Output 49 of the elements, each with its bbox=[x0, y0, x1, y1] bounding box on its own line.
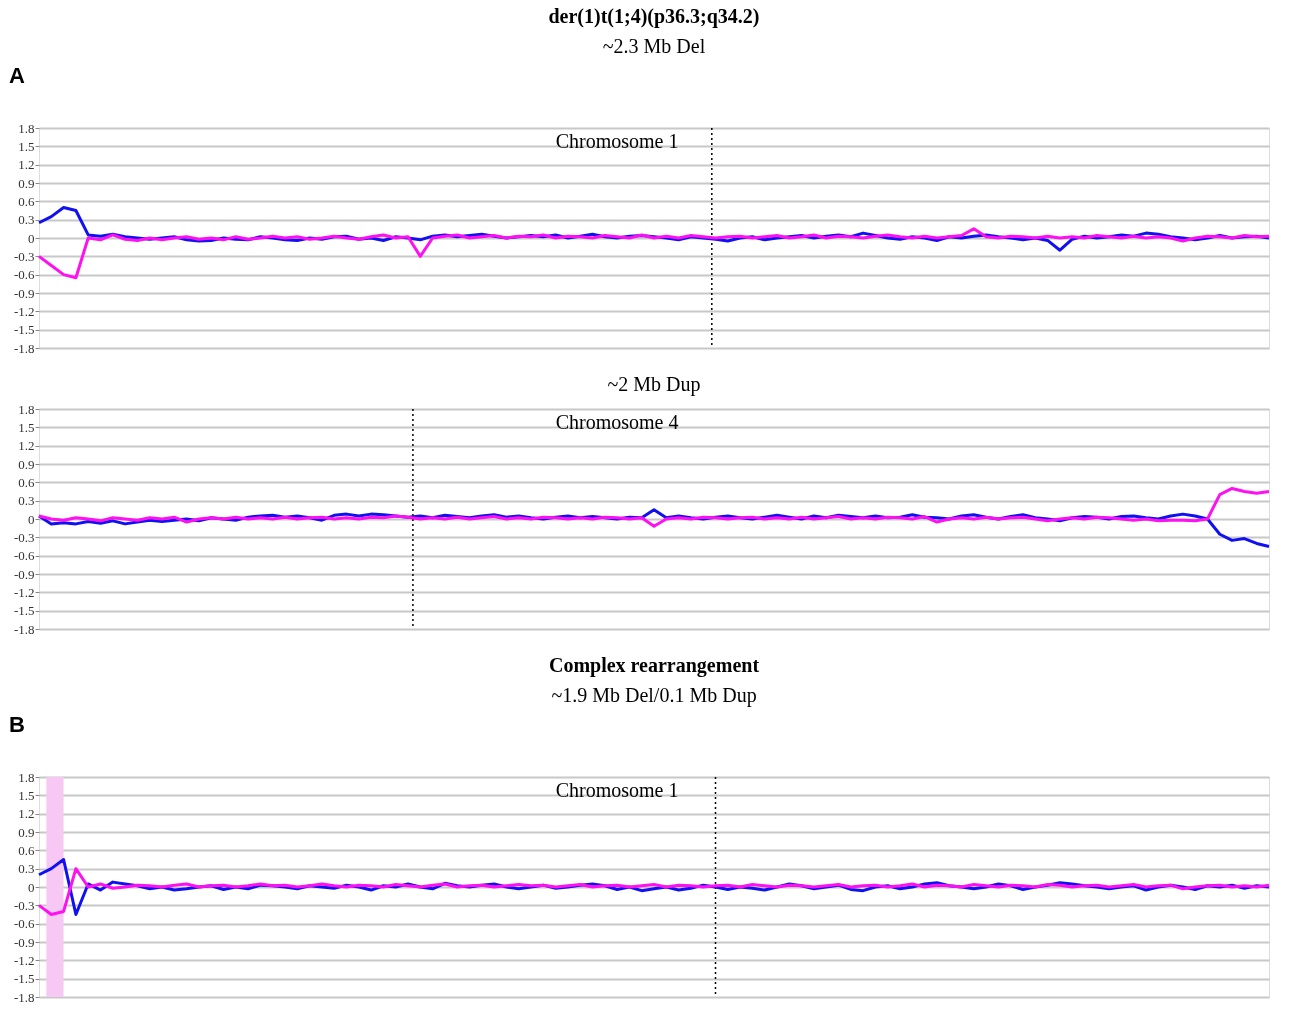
y-tick-label: -0.9 bbox=[13, 285, 35, 301]
y-tick-label: -0.6 bbox=[13, 267, 35, 283]
y-tick-label: 0.3 bbox=[18, 493, 35, 509]
y-tick-label: 1.5 bbox=[18, 787, 35, 803]
y-tick-label: 1.8 bbox=[18, 120, 35, 136]
y-tick-label: 1.2 bbox=[18, 806, 35, 822]
chart-title: ~2 Mb Dup bbox=[607, 373, 701, 396]
annotation: Chromosome 4 bbox=[555, 411, 679, 433]
annotation: Chromosome 1 bbox=[555, 130, 679, 152]
y-tick-label: -1.5 bbox=[13, 603, 35, 619]
y-tick-label: 0 bbox=[28, 879, 35, 895]
y-tick-label: 0.6 bbox=[18, 193, 35, 209]
y-tick-label: 0.6 bbox=[18, 842, 35, 858]
chart-subtitle: ~2.3 Mb Del bbox=[602, 35, 706, 57]
y-tick-label: 0.9 bbox=[18, 824, 35, 840]
y-tick-label: -0.6 bbox=[13, 548, 35, 564]
y-tick-label: 0.9 bbox=[18, 175, 35, 191]
y-tick-label: -1.8 bbox=[13, 621, 35, 637]
text: A bbox=[9, 63, 25, 88]
y-tick-label: -1.8 bbox=[13, 989, 35, 1005]
y-tick-label: 1.2 bbox=[18, 438, 35, 454]
y-tick-label: 0 bbox=[28, 511, 35, 527]
y-tick-label: 0.3 bbox=[18, 861, 35, 877]
y-tick-label: 1.8 bbox=[18, 769, 35, 785]
y-tick-label: -0.3 bbox=[13, 529, 35, 545]
y-tick-label: -1.8 bbox=[13, 340, 35, 356]
y-tick-label: -1.2 bbox=[13, 952, 35, 968]
y-tick-label: -0.9 bbox=[13, 566, 35, 582]
y-tick-label: 0.3 bbox=[18, 212, 35, 228]
y-tick-label: -1.2 bbox=[13, 303, 35, 319]
y-tick-label: -0.6 bbox=[13, 916, 35, 932]
y-tick-label: -0.9 bbox=[13, 934, 35, 950]
chart-title: der(1)t(1;4)(p36.3;q34.2) bbox=[548, 5, 760, 28]
text: B bbox=[9, 712, 25, 737]
y-tick-label: 1.5 bbox=[18, 419, 35, 435]
chart-title: Complex rearrangement bbox=[548, 654, 760, 677]
y-tick-label: 1.2 bbox=[18, 157, 35, 173]
annotation: Chromosome 1 bbox=[555, 779, 679, 801]
y-tick-label: 1.8 bbox=[18, 401, 35, 417]
y-tick-label: -0.3 bbox=[13, 248, 35, 264]
y-tick-label: -1.5 bbox=[13, 322, 35, 338]
y-tick-label: -1.5 bbox=[13, 971, 35, 987]
y-tick-label: -1.2 bbox=[13, 584, 35, 600]
chart-subtitle: ~1.9 Mb Del/0.1 Mb Dup bbox=[551, 684, 757, 707]
y-tick-label: 0 bbox=[28, 230, 35, 246]
y-tick-label: 0.6 bbox=[18, 474, 35, 490]
y-tick-label: 1.5 bbox=[18, 138, 35, 154]
y-tick-label: -0.3 bbox=[13, 897, 35, 913]
y-tick-label: 0.9 bbox=[18, 456, 35, 472]
